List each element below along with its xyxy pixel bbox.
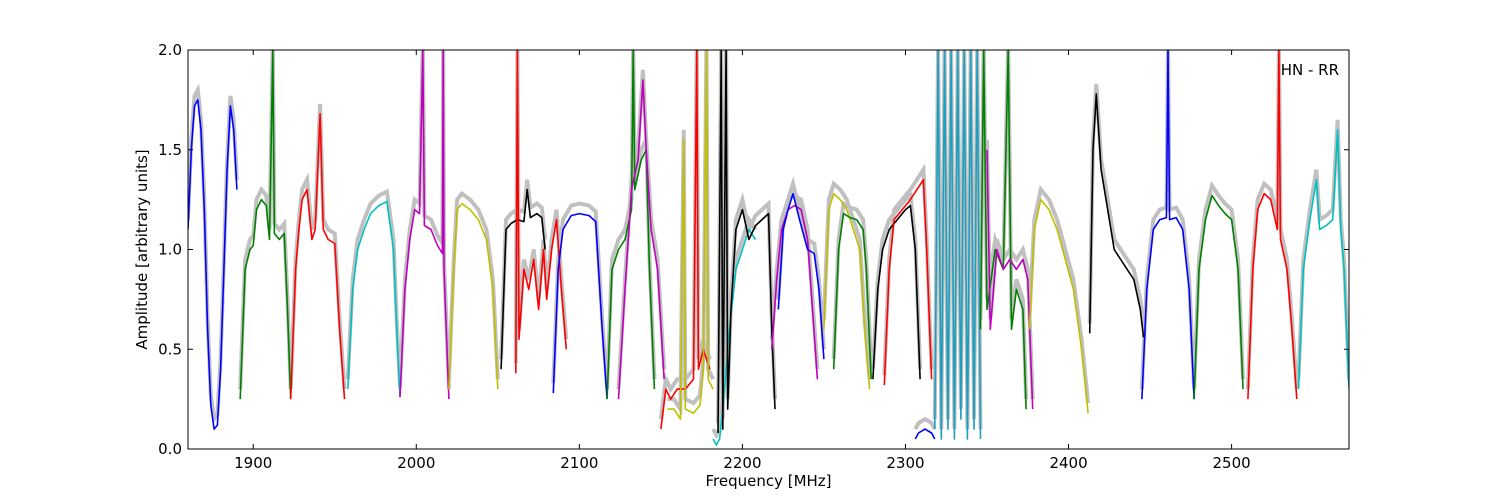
series-line-19 [872,204,921,380]
series-line-13 [712,228,757,446]
envelope-line-0 [188,83,239,424]
envelope-line-30 [1296,119,1349,380]
envelope-line-16 [776,176,826,350]
envelope-line-27 [1139,50,1197,390]
series-line-29 [1247,50,1298,400]
y-tick-label: 0.0 [158,440,182,458]
series-line-20 [883,178,933,386]
envelope-line-17 [821,180,872,380]
y-tick-label: 0.5 [158,340,182,358]
chart-annotation: HN - RR [1281,61,1339,79]
series-line-12 [667,50,714,420]
series-line-9 [606,50,656,400]
envelope-line-19 [870,191,923,370]
series-line-14 [717,50,776,434]
series-line-21 [914,428,936,440]
x-tick-label: 2000 [397,454,435,472]
series-line-11 [660,50,711,430]
series-line-27 [1141,50,1195,400]
series-line-1 [239,50,292,400]
x-tick-label: 2200 [723,454,761,472]
y-tick-label: 1.0 [158,241,182,259]
envelope-line-21 [913,416,937,431]
series-line-17 [823,192,871,390]
series-line-26 [1088,93,1145,338]
x-tick-label: 2100 [560,454,598,472]
series-line-22 [934,50,982,440]
series-line-18 [832,212,872,380]
series-line-28 [1193,194,1244,400]
plot-area [188,50,1349,446]
envelope-line-3 [345,188,402,388]
x-tick-label: 2400 [1049,454,1087,472]
series-line-0 [188,99,238,430]
y-axis-label: Amplitude [arbitrary units] [133,149,151,349]
series-line-16 [777,192,825,360]
series-line-15 [771,204,819,380]
series-line-2 [289,113,346,400]
y-tick-label: 2.0 [158,41,182,59]
x-tick-label: 2500 [1213,454,1251,472]
series-line-6 [500,188,546,370]
series-line-25 [1028,198,1089,414]
envelope-line-29 [1245,50,1299,390]
envelope-line-6 [499,179,548,360]
series-line-8 [552,212,608,400]
envelope-line-1 [238,50,293,390]
series-line-4 [399,50,450,400]
x-axis: 1900 2000 2100 2200 2300 2400 2500 [234,50,1251,472]
series-line-10 [617,79,665,400]
y-axis: 0.0 0.5 1.0 1.5 2.0 [158,41,1349,458]
series-line-7 [515,50,568,374]
x-tick-label: 2300 [886,454,924,472]
series-line-5 [448,202,499,390]
series-line-23 [979,50,1027,410]
envelope-line-25 [1027,185,1091,404]
envelope-line-2 [288,103,347,390]
series-line-3 [347,200,401,398]
series-line-24 [986,149,1034,410]
x-axis-label: Frequency [MHz] [705,472,831,490]
envelope-line-28 [1192,180,1245,390]
y-tick-label: 1.5 [158,141,182,159]
series-line-30 [1297,129,1349,390]
x-tick-label: 1900 [234,454,272,472]
envelope-line-11 [658,50,712,420]
